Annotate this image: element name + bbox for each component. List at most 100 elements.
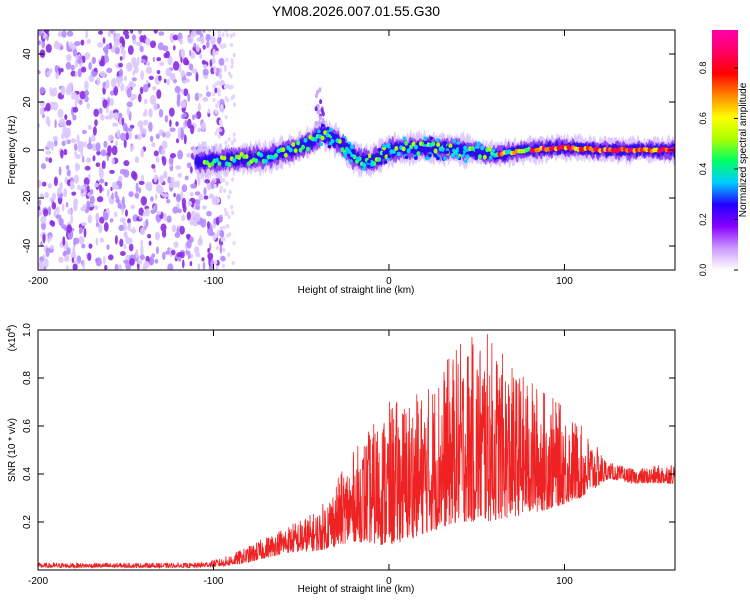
spectrogram-noise-mark	[125, 235, 130, 244]
spectrogram-noise-mark	[229, 33, 233, 39]
spectrogram-noise-mark	[155, 156, 160, 163]
spectrogram-noise-mark	[131, 170, 136, 179]
spectrogram-noise-mark	[175, 121, 179, 127]
spectrogram-noise-mark	[134, 156, 140, 164]
spectrogram-core-mark	[406, 148, 411, 154]
spectrogram-core-mark	[319, 142, 324, 146]
spectrogram-noise-mark	[162, 132, 166, 138]
spectrogram-noise-mark	[185, 78, 190, 83]
spectrogram-x-tick-label: 0	[386, 276, 392, 287]
spectrogram-core-mark	[329, 127, 333, 132]
spectrogram-noise-mark	[224, 96, 228, 101]
spectrogram-noise-mark	[114, 211, 118, 218]
spectrogram-signal-mark	[314, 120, 318, 126]
spectrogram-core-mark	[364, 154, 369, 159]
spectrogram-noise-mark	[117, 78, 123, 85]
spectrogram-noise-mark	[76, 134, 80, 144]
spectrogram-noise-mark	[139, 35, 144, 43]
spectrogram-noise-mark	[138, 187, 142, 194]
spectrogram-noise-mark	[88, 202, 95, 207]
spectrogram-noise-mark	[139, 227, 146, 236]
spectrogram-core-mark	[459, 150, 464, 155]
spectrogram-noise-mark	[194, 191, 201, 196]
spectrogram-noise-mark	[225, 223, 229, 229]
spectrogram-noise-mark	[187, 118, 192, 129]
spectrogram-noise-mark	[208, 30, 212, 33]
spectrogram-noise-mark	[174, 85, 181, 94]
spectrogram-noise-mark	[145, 79, 149, 85]
snr-plot-area	[38, 330, 675, 570]
spectrogram-core-mark	[443, 156, 447, 161]
spectrogram-noise-mark	[53, 211, 57, 218]
spectrogram-noise-mark	[87, 124, 93, 130]
spectrogram-noise-mark	[182, 259, 185, 269]
spectrogram-noise-mark	[124, 126, 129, 133]
spectrogram-core-mark	[435, 138, 440, 142]
spectrogram-noise-mark	[108, 254, 114, 261]
spectrogram-noise-mark	[105, 79, 110, 89]
spectrogram-noise-mark	[84, 141, 87, 148]
spectrogram-noise-mark	[130, 204, 135, 210]
spectrogram-noise-mark	[52, 192, 56, 201]
spectrogram-noise-mark	[112, 122, 119, 127]
spectrogram-core-mark	[232, 158, 237, 164]
spectrogram-core-mark	[320, 135, 325, 141]
spectrogram-core-mark	[387, 154, 392, 159]
spectrogram-noise-mark	[228, 189, 232, 195]
spectrogram-noise-mark	[96, 196, 104, 203]
spectrogram-noise-mark	[103, 222, 109, 232]
spectrogram-noise-mark	[60, 86, 66, 96]
spectrogram-noise-mark	[150, 196, 154, 202]
spectrogram-noise-mark	[165, 250, 171, 255]
spectrogram-noise-mark	[39, 256, 44, 263]
snr-y-tick-label: 0.2	[22, 515, 33, 529]
spectrogram-noise-mark	[212, 235, 216, 240]
spectrogram-y-label: Frequency (Hz)	[7, 116, 18, 185]
spectrogram-noise-mark	[189, 49, 192, 57]
spectrogram-noise-mark	[181, 214, 186, 221]
spectrogram-core-mark	[348, 141, 352, 146]
spectrogram-noise-mark	[160, 223, 167, 232]
spectrogram-noise-mark	[173, 241, 179, 249]
spectrogram-noise-mark	[38, 30, 43, 37]
spectrogram-y-tick-label: 0	[22, 147, 33, 153]
spectrogram-noise-mark	[207, 252, 214, 261]
spectrogram-noise-mark	[81, 222, 87, 227]
spectrogram-core-mark	[337, 139, 342, 144]
spectrogram-core-mark	[227, 162, 232, 167]
spectrogram-noise-mark	[171, 224, 177, 233]
spectrogram-noise-mark	[225, 181, 229, 186]
spectrogram-noise-mark	[124, 34, 130, 40]
spectrogram-noise-mark	[170, 176, 175, 185]
spectrogram-core-mark	[404, 140, 409, 146]
spectrogram-core-mark	[401, 146, 406, 152]
spectrogram-noise-mark	[162, 45, 169, 52]
spectrogram-noise-mark	[214, 260, 218, 265]
spectrogram-noise-mark	[126, 62, 133, 72]
spectrogram-noise-mark	[197, 103, 201, 112]
spectrogram-y-tick-label: 20	[22, 96, 33, 108]
spectrogram-core-mark	[367, 153, 372, 159]
spectrogram-noise-mark	[110, 30, 114, 34]
spectrogram-noise-mark	[109, 218, 114, 223]
spectrogram-noise-mark	[124, 75, 127, 82]
spectrogram-noise-mark	[145, 182, 151, 190]
spectrogram-noise-mark	[151, 142, 156, 148]
spectrogram-noise-mark	[189, 192, 194, 197]
spectrogram-noise-mark	[156, 57, 162, 62]
spectrogram-noise-mark	[214, 109, 218, 115]
spectrogram-core-mark	[422, 147, 427, 151]
spectrogram-noise-mark	[151, 253, 156, 258]
snr-x-label: Height of straight line (km)	[298, 584, 415, 595]
spectrogram-noise-mark	[47, 183, 52, 189]
spectrogram-noise-mark	[120, 83, 125, 92]
spectrogram-noise-mark	[216, 128, 219, 133]
spectrogram-noise-mark	[138, 93, 142, 103]
spectrogram-noise-mark	[141, 174, 144, 182]
spectrogram-noise-mark	[128, 243, 134, 252]
spectrogram-noise-mark	[84, 80, 89, 90]
spectrogram-signal-mark	[676, 145, 679, 159]
spectrogram-noise-mark	[116, 129, 121, 139]
spectrogram-noise-mark	[45, 43, 52, 53]
spectrogram-core-mark	[431, 141, 436, 147]
